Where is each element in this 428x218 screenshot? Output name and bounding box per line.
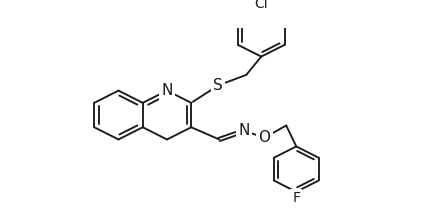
Text: N: N <box>161 83 172 98</box>
Text: O: O <box>258 130 270 145</box>
Text: N: N <box>238 123 250 138</box>
Text: F: F <box>292 191 300 205</box>
Text: Cl: Cl <box>254 0 268 11</box>
Text: S: S <box>214 78 223 93</box>
